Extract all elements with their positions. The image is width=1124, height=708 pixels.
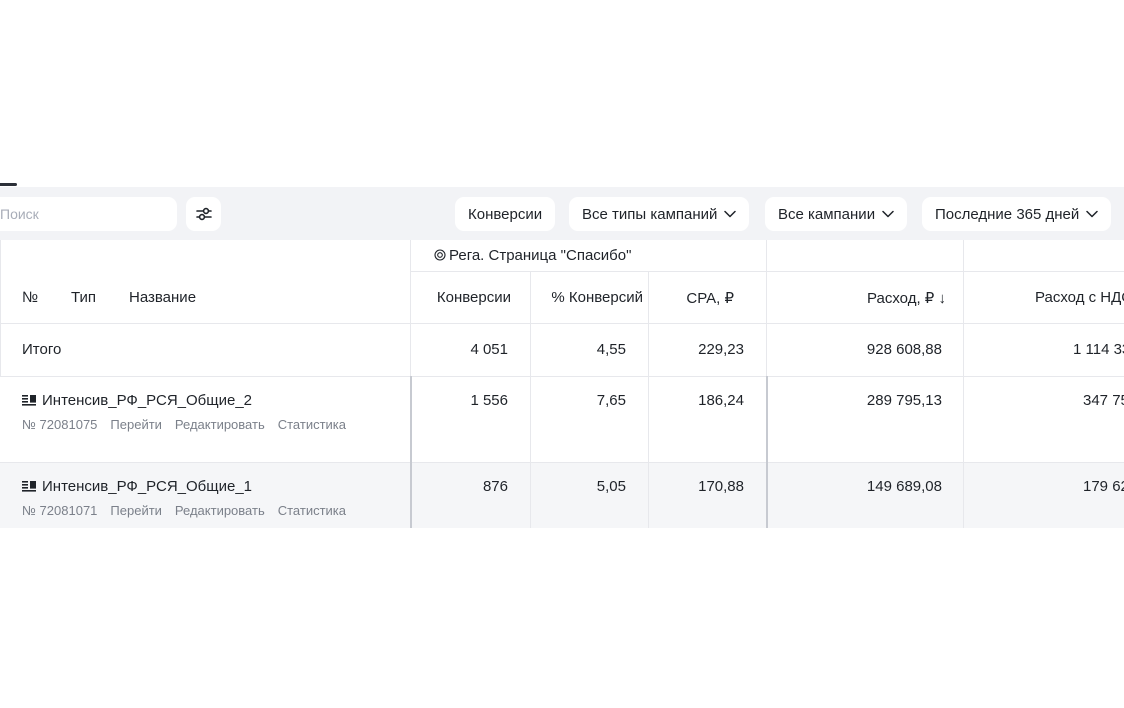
header-spend[interactable]: Расход, ₽ ↓	[867, 290, 946, 307]
row-spend-vat: 179 62	[1083, 478, 1124, 495]
active-tab-indicator	[0, 183, 17, 186]
campaign-id: № 72081075	[22, 417, 98, 432]
row-cpa: 170,88	[698, 478, 744, 495]
toolbar: Поиск Конверсии Все типы кампаний Все ка…	[0, 187, 1124, 240]
header-conversion-rate[interactable]: % Конверсий	[551, 289, 643, 306]
header-cpa[interactable]: CPA, ₽	[686, 290, 734, 307]
row-conversion-rate: 5,05	[596, 478, 626, 495]
row-spend: 289 795,13	[866, 392, 942, 409]
target-icon	[434, 249, 446, 261]
divider	[0, 376, 1124, 377]
campaign-name: Интенсив_РФ_РСЯ_Общие_1	[42, 478, 253, 495]
divider	[0, 240, 1, 376]
header-conversions[interactable]: Конверсии	[436, 289, 511, 306]
header-name[interactable]: Название	[129, 289, 197, 306]
divider	[0, 323, 1124, 324]
row-cpa: 186,24	[698, 392, 744, 409]
campaign-types-label: Все типы кампаний	[582, 205, 718, 223]
campaign-name-link[interactable]: Интенсив_РФ_РСЯ_Общие_2	[22, 392, 252, 409]
campaigns-label: Все кампании	[778, 205, 876, 223]
network-campaign-icon	[22, 481, 36, 492]
stats-link[interactable]: Статистика	[277, 417, 347, 432]
header-number[interactable]: №	[22, 289, 39, 306]
chevron-down-icon	[724, 210, 737, 218]
goto-link[interactable]: Перейти	[110, 417, 162, 432]
total-label: Итого	[22, 341, 62, 358]
total-spend-vat: 1 114 33	[1073, 341, 1124, 358]
divider	[963, 240, 964, 528]
campaign-name-link[interactable]: Интенсив_РФ_РСЯ_Общие_1	[22, 478, 252, 495]
total-cpa: 229,23	[698, 341, 744, 358]
divider	[410, 271, 1124, 272]
row-conversions: 1 556	[470, 392, 508, 409]
header-spend-vat[interactable]: Расход с НДС	[1035, 289, 1124, 306]
campaign-id: № 72081071	[22, 503, 98, 518]
row-spend: 149 689,08	[866, 478, 942, 495]
campaign-name: Интенсив_РФ_РСЯ_Общие_2	[42, 392, 253, 409]
total-conversions: 4 051	[470, 341, 508, 358]
divider	[766, 240, 767, 376]
network-campaign-icon	[22, 395, 36, 406]
campaigns-dropdown[interactable]: Все кампании	[765, 197, 908, 231]
divider	[410, 240, 411, 376]
divider	[410, 376, 412, 528]
table-settings-button[interactable]	[186, 197, 221, 231]
row-conversion-rate: 7,65	[596, 392, 626, 409]
goal-group-header: Рега. Страница "Спасибо"	[434, 247, 631, 264]
sliders-icon	[195, 207, 212, 221]
edit-link[interactable]: Редактировать	[174, 417, 265, 432]
period-label: Последние 365 дней	[935, 205, 1080, 223]
campaign-types-dropdown[interactable]: Все типы кампаний	[569, 197, 750, 231]
campaign-meta: № 72081075 Перейти Редактировать Статист…	[22, 417, 346, 432]
goal-group-label: Рега. Страница "Спасибо"	[449, 247, 632, 264]
row-spend-vat: 347 75	[1083, 392, 1124, 409]
conversions-filter-label: Конверсии	[468, 205, 543, 223]
edit-link[interactable]: Редактировать	[174, 503, 265, 518]
row-hover-background	[0, 462, 1124, 528]
row-conversions: 876	[482, 478, 508, 495]
search-input[interactable]: Поиск	[0, 197, 177, 231]
stats-link[interactable]: Статистика	[277, 503, 347, 518]
period-dropdown[interactable]: Последние 365 дней	[922, 197, 1112, 231]
divider	[766, 376, 768, 528]
divider	[530, 271, 531, 528]
goto-link[interactable]: Перейти	[110, 503, 162, 518]
conversions-filter-button[interactable]: Конверсии	[455, 197, 556, 231]
chevron-down-icon	[882, 210, 894, 218]
total-spend: 928 608,88	[866, 341, 942, 358]
campaign-meta: № 72081071 Перейти Редактировать Статист…	[22, 503, 346, 518]
campaign-stats-table: Рега. Страница "Спасибо" № Тип Название …	[0, 240, 1124, 528]
total-conversion-rate: 4,55	[596, 341, 626, 358]
divider	[0, 462, 1124, 463]
header-type[interactable]: Тип	[71, 289, 97, 306]
chevron-down-icon	[1086, 210, 1099, 218]
divider	[648, 271, 649, 528]
